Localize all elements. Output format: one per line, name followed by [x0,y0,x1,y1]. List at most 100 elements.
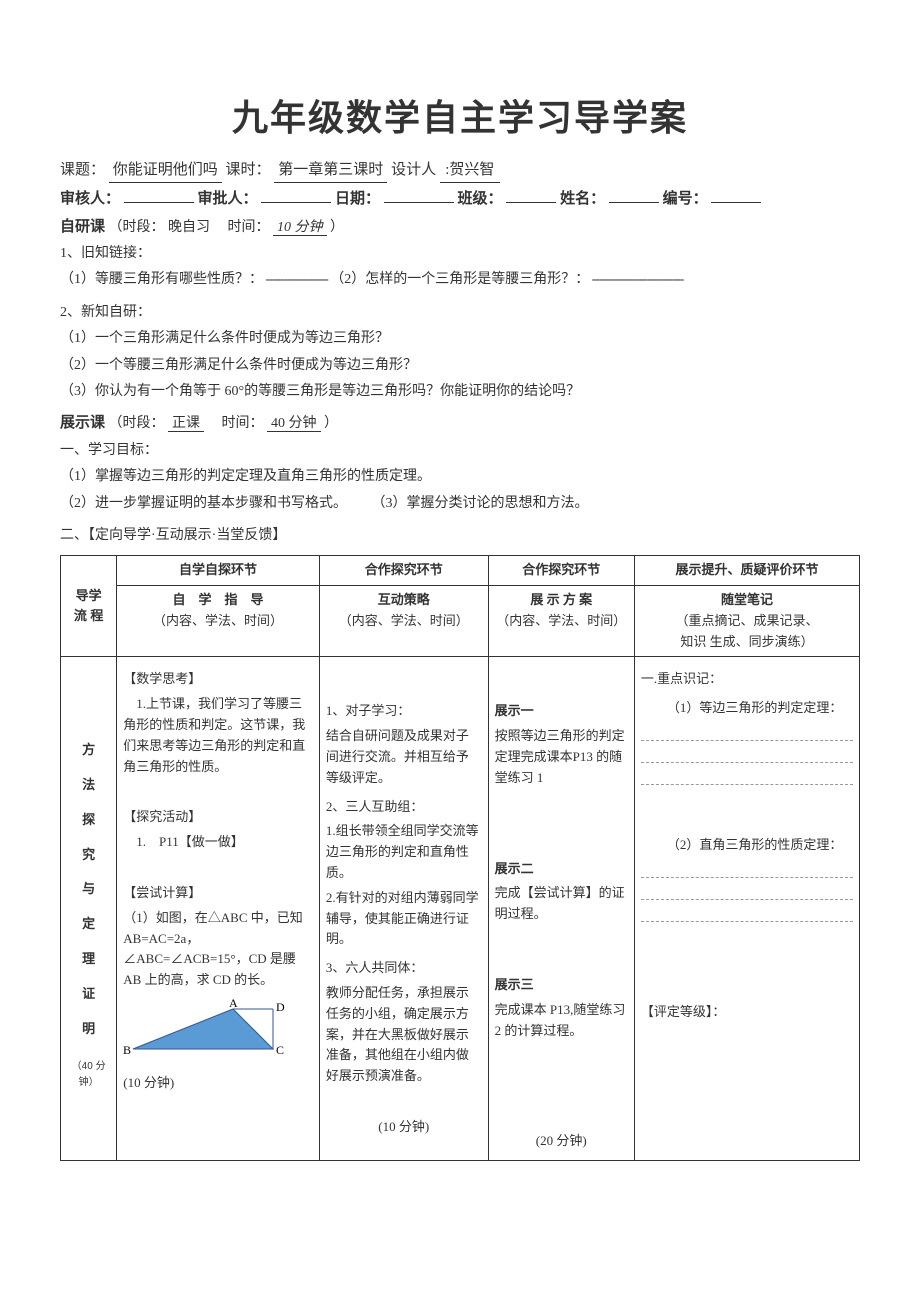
vchar-3: 究 [67,845,110,866]
class-blank [506,202,556,203]
obj1: （1）掌握等边三角形的判定定理及直角三角形的性质定理。 [60,466,860,488]
table-header-row-1: 导学 流 程 自学自探环节 合作探究环节 合作探究环节 展示提升、质疑评价环节 [61,556,860,586]
new-q2: （2）一个等腰三角形满足什么条件时便成为等边三角形？ [60,355,860,377]
self-study-header: 自研课 （时段： 晚自习 时间： 10 分钟 ） [60,215,860,239]
col1-cell: 【数学思考】 1.上节课，我们学习了等腰三角形的性质和判定。这节课，我们来思考等… [117,657,320,1161]
meta-line-1: 课题： 你能证明他们吗 课时： 第一章第三课时 设计人 :贺兴智 [60,158,860,183]
flow-column: 方 法 探 究 与 定 理 证 明 （40 分钟） [61,657,117,1161]
lbl-a: A [229,999,238,1010]
name-label: 姓名： [560,190,605,207]
c2-p2-i2: 2.有针对的对组内薄弱同学辅导，使其能正确进行证明。 [326,888,482,950]
vchar-6: 理 [67,949,110,970]
period-label: 课时： [226,162,271,178]
th-2: 合作探究环节 [319,556,488,586]
time-seg-value: 晚自习 [168,220,210,235]
new-q3: （3）你认为有一个角等于 60°的等腰三角形是等边三角形吗？你能证明你的结论吗？ [60,381,860,403]
flow-header: 导学 流 程 [61,556,117,657]
c3-s1-body: 按照等边三角形的判定定理完成课本P13 的随堂练习 1 [495,726,628,788]
class-label: 班级： [458,190,503,207]
disp-dur-value: 40 分钟 [267,416,321,432]
c2-p3-title: 3、六人共同体： [326,958,482,979]
c3-s3-title: 展示三 [495,975,628,996]
topic-value: 你能证明他们吗 [109,158,222,183]
display-heading: 展示课 [60,414,105,431]
objectives-heading: 一、学习目标： [60,440,860,462]
c1-b3-title: 【尝试计算】 [123,883,313,904]
vchar-2: 探 [67,810,110,831]
vchar-4: 与 [67,879,110,900]
date-label: 日期： [335,190,380,207]
note-line [641,860,853,878]
c2-p2-i1: 1.组长带领全组同学交流等边三角形的判定和直角性质。 [326,821,482,883]
vchar-5: 定 [67,914,110,935]
note-line [641,767,853,785]
c4-p2: （2）直角三角形的性质定理： [641,835,853,856]
c1-b3-p1: （1）如图，在△ABC 中，已知 AB=AC=2a，∠ABC=∠ACB=15°，… [123,908,313,991]
section2-heading: 二、【定向导学·互动展示·当堂反馈】 [60,525,860,547]
c3-s2-body: 完成【尝试计算】的证明过程。 [495,883,628,925]
lesson-table: 导学 流 程 自学自探环节 合作探究环节 合作探究环节 展示提升、质疑评价环节 … [60,555,860,1161]
topic-label: 课题： [60,162,105,178]
obj2: （2）进一步掌握证明的基本步骤和书写格式。 [60,496,340,511]
new-heading: 2、新知自研： [60,302,860,324]
table-body-row: 方 法 探 究 与 定 理 证 明 （40 分钟） 【数学思考】 1.上节课，我… [61,657,860,1161]
sh2-l2: （内容、学法、时间） [326,611,482,632]
vchar-8: 明 [67,1019,110,1040]
triangle-figure: A B C D [123,999,313,1059]
c3-s2-title: 展示二 [495,859,628,880]
period-value: 第一章第三课时 [274,158,387,183]
table-header-row-2: 自 学 指 导 （内容、学法、时间） 互动策略 （内容、学法、时间） 展 示 方… [61,586,860,657]
display-lesson-header: 展示课 （时段： 正课 时间： 40 分钟 ） [60,411,860,435]
c2-p3-body: 教师分配任务，承担展示任务的小组，确定展示方案，并在大黑板做好展示准备，其他组在… [326,983,482,1087]
triangle-poly [133,1009,273,1049]
lbl-c: C [276,1043,284,1057]
disp-close-paren: ） [324,416,338,431]
old-questions: （1）等腰三角形有哪些性质？： （2）怎样的一个三角形是等腰三角形？： [60,269,860,291]
c1-time: (10 分钟) [123,1073,313,1094]
flow-label-1: 导学 [76,588,102,603]
c4-p1: （1）等边三角形的判定定理： [641,698,853,719]
sh1-l2: （内容、学法、时间） [123,611,313,632]
id-blank [711,202,761,203]
disp-seg-value: 正课 [168,416,204,432]
designer-value: :贺兴智 [440,158,500,183]
th-3: 合作探究环节 [488,556,634,586]
old-q2: （2）怎样的一个三角形是等腰三角形？： [330,272,589,287]
close-paren: ） [330,220,344,235]
sh1-l1: 自 学 指 导 [123,590,313,611]
lbl-d: D [276,1000,285,1014]
c2-p1-body: 结合自研问题及成果对子间进行交流。并相互给予等级评定。 [326,726,482,788]
c3-time: (20 分钟) [495,1131,628,1152]
c1-b1-p1: 1.上节课，我们学习了等腰三角形的性质和判定。这节课，我们来思考等边三角形的判定… [123,694,313,777]
designer-label: 设计人 [391,162,436,178]
dash2 [589,272,683,287]
triangle-svg: A B C D [123,999,293,1059]
name-blank [609,202,659,203]
obj-line2: （2）进一步掌握证明的基本步骤和书写格式。 （3）掌握分类讨论的思想和方法。 [60,493,860,515]
new-q1: （1）一个三角形满足什么条件时便成为等边三角形？ [60,328,860,350]
c3-s3-body: 完成课本 P13,随堂练习 2 的计算过程。 [495,1000,628,1042]
note-line [641,882,853,900]
approver-label: 审批人： [198,190,258,207]
time-seg-label: （时段： [109,220,165,235]
note-line [641,745,853,763]
c2-time: (10 分钟) [326,1117,482,1138]
col4-cell: 一.重点识记： （1）等边三角形的判定定理： （2）直角三角形的性质定理： 【评… [634,657,859,1161]
id-label: 编号： [663,190,708,207]
c4-h1: 一.重点识记： [641,669,853,690]
th-4: 展示提升、质疑评价环节 [634,556,859,586]
approver-blank [261,202,331,203]
date-blank [384,202,454,203]
disp-dur-label: 时间： [222,416,264,431]
duration-label: 时间： [228,220,270,235]
col3-cell: 展示一 按照等边三角形的判定定理完成课本P13 的随堂练习 1 展示二 完成【尝… [488,657,634,1161]
duration-value: 10 分钟 [273,220,327,236]
c3-s1-title: 展示一 [495,701,628,722]
sh3-l1: 展 示 方 案 [495,590,628,611]
sh-4: 随堂笔记 （重点摘记、成果记录、 知识 生成、同步演练） [634,586,859,657]
c1-b1-title: 【数学思考】 [123,669,313,690]
reviewer-blank [124,202,194,203]
sh4-l3: 知识 生成、同步演练） [641,632,853,653]
c4-rating: 【评定等级】： [641,1002,853,1023]
th-1: 自学自探环节 [117,556,320,586]
